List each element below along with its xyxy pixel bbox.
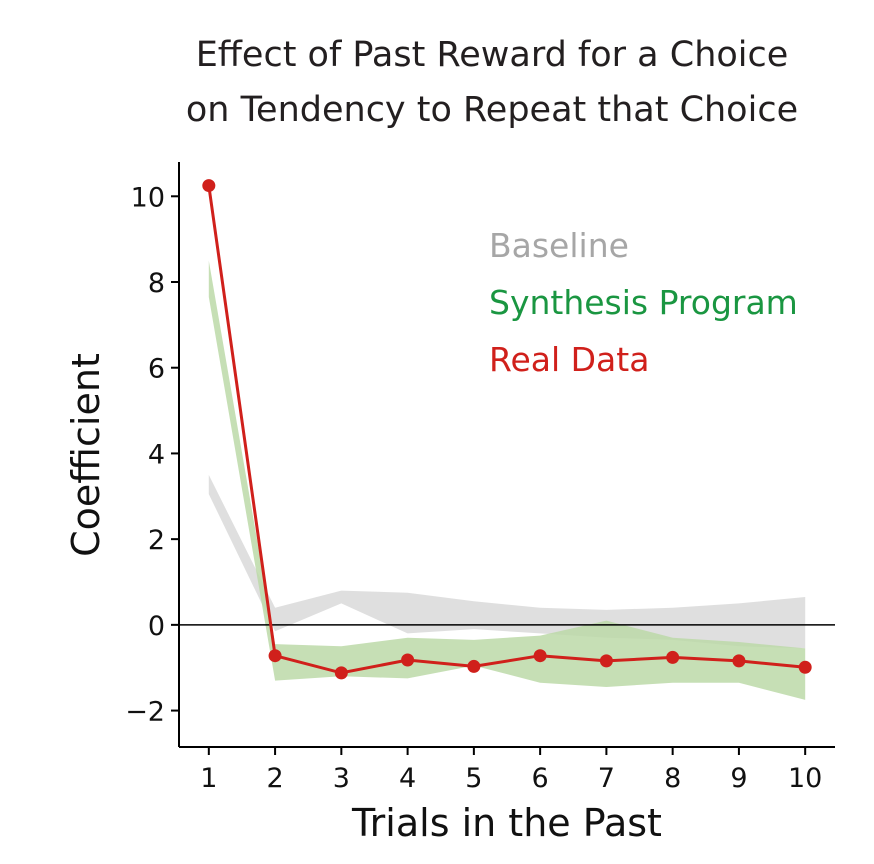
legend: Baseline Synthesis Program Real Data [489, 226, 798, 379]
band-baseline [208, 474, 806, 649]
y-tick-label: 8 [148, 268, 165, 299]
real-data-point-4 [401, 653, 415, 667]
y-tick-label: 0 [148, 611, 165, 642]
x-tick-label: 3 [333, 763, 350, 794]
legend-item-baseline: Baseline [489, 226, 629, 265]
confidence-bands [208, 260, 806, 700]
real-data-point-1 [202, 179, 216, 193]
real-data-line [207, 185, 806, 675]
x-tick-label: 7 [598, 763, 615, 794]
y-axis-label: Coefficient [64, 353, 108, 557]
legend-item-real-data: Real Data [489, 340, 649, 379]
y-tick-label: 4 [148, 439, 165, 470]
x-tick-label: 4 [399, 763, 416, 794]
chart-title-line-1: Effect of Past Reward for a Choice [196, 35, 789, 75]
y-tick-label: 2 [148, 525, 165, 556]
x-tick-label: 6 [532, 763, 549, 794]
x-tick-label: 5 [465, 763, 482, 794]
real-data-point-7 [599, 654, 613, 668]
real-data-point-9 [732, 654, 746, 668]
chart-title-line-2: on Tendency to Repeat that Choice [186, 90, 798, 130]
real-data-series [202, 179, 812, 680]
real-data-point-6 [533, 649, 547, 663]
x-axis-ticks: 1 2 3 4 5 6 7 8 9 10 [200, 747, 822, 794]
real-data-point-5 [467, 659, 481, 673]
y-tick-label: −2 [125, 697, 165, 728]
x-axis-label: Trials in the Past [351, 801, 662, 845]
y-tick-label: 10 [131, 182, 165, 213]
y-tick-label: 6 [148, 354, 165, 385]
x-tick-label: 10 [788, 763, 822, 794]
x-tick-label: 1 [200, 763, 217, 794]
real-data-point-2 [268, 649, 282, 663]
real-data-point-10 [798, 660, 812, 674]
real-data-point-3 [334, 666, 348, 680]
x-tick-label: 8 [664, 763, 681, 794]
legend-item-synthesis-program: Synthesis Program [489, 283, 798, 322]
x-tick-label: 2 [266, 763, 283, 794]
real-data-point-8 [666, 650, 680, 664]
x-tick-label: 9 [730, 763, 747, 794]
chart-title: Effect of Past Reward for a Choice on Te… [186, 35, 798, 130]
band-synthesis-program [208, 260, 806, 700]
y-axis-ticks: −2 0 2 4 6 8 10 [125, 182, 179, 728]
